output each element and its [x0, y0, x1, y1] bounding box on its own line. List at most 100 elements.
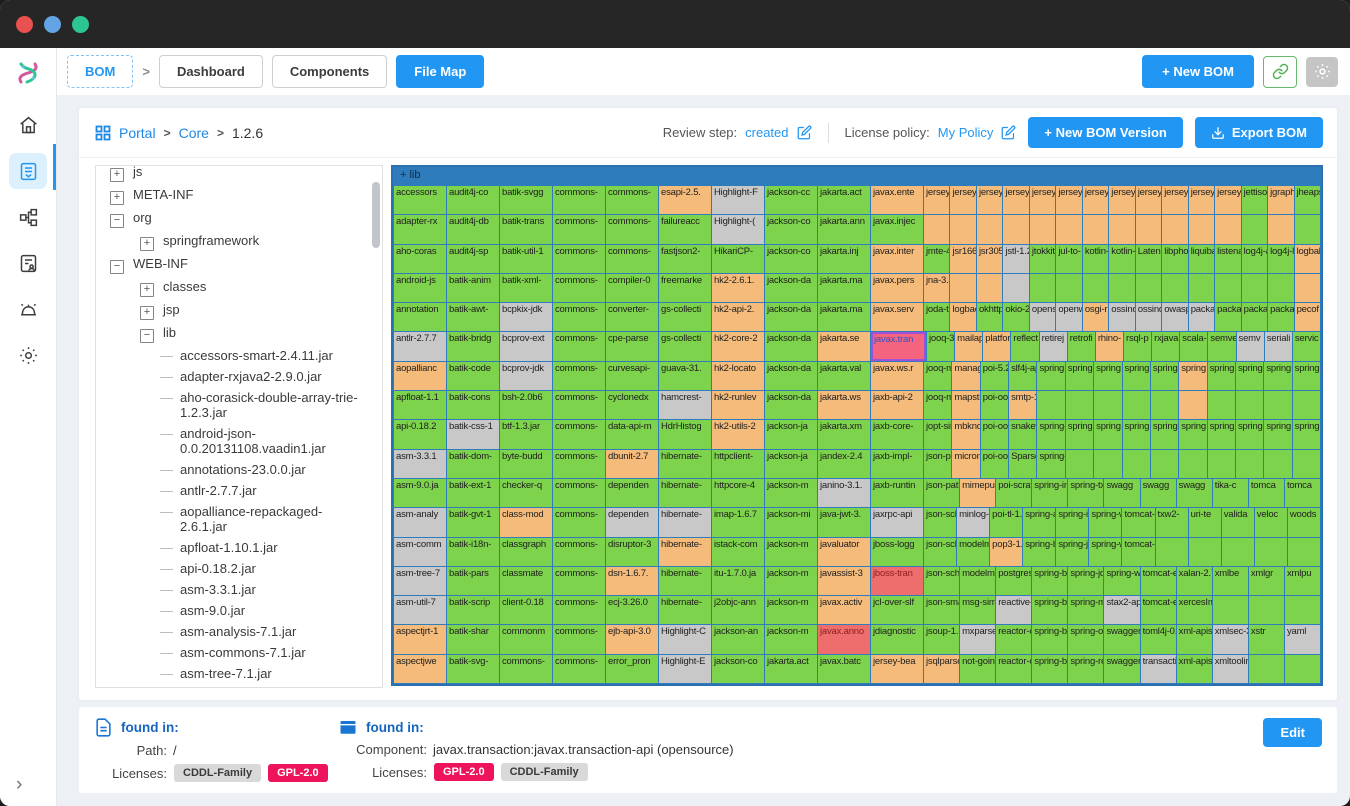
treemap-cell[interactable]: jboss-logg [871, 537, 923, 566]
treemap-cell[interactable]: bcprov-ext [500, 332, 552, 361]
treemap-cell[interactable]: not-going [960, 654, 996, 684]
treemap-cell[interactable] [1235, 391, 1264, 420]
window-minimize-button[interactable] [44, 15, 61, 33]
treemap-cell[interactable]: jaxb-runtin [871, 478, 923, 508]
treemap-cell[interactable]: spring-jcl-5 [1056, 537, 1089, 566]
treemap-cell[interactable]: spring [1235, 420, 1264, 449]
treemap-cell[interactable]: batik-shar [447, 625, 499, 654]
treemap-cell[interactable]: platform-3 [983, 332, 1011, 361]
tree-item-springframework[interactable]: + springframework [96, 230, 368, 253]
treemap-cell[interactable]: jackson-co [765, 215, 817, 244]
treemap-cell[interactable]: spring-bat [1023, 537, 1056, 566]
treemap-cell[interactable] [1037, 391, 1065, 420]
treemap-cell[interactable]: aspectjrt-1 [394, 625, 446, 654]
treemap-cell[interactable]: spring-jdbc [1068, 566, 1104, 596]
treemap-cell[interactable]: joda-time- [924, 303, 950, 332]
treemap-cell[interactable]: audit4j-co [447, 186, 499, 215]
treemap-cell[interactable]: log4j-a [1241, 244, 1268, 273]
tree-expander-plus-icon[interactable]: + [140, 237, 154, 251]
treemap-cell[interactable]: spring [1179, 420, 1207, 449]
treemap-cell[interactable]: hibernate- [659, 508, 711, 537]
treemap-cell[interactable] [1284, 654, 1321, 684]
treemap-cell[interactable]: commons- [553, 391, 605, 420]
treemap-cell[interactable]: jersey [950, 186, 976, 215]
treemap-cell[interactable] [1241, 273, 1268, 303]
treemap-cell[interactable]: jackson-da [765, 273, 817, 303]
treemap-cell[interactable]: jackson-m [765, 596, 817, 625]
treemap-cell[interactable]: jaxrpc-api [871, 508, 923, 537]
treemap-cell[interactable]: jheaps [1294, 186, 1321, 215]
treemap-cell[interactable]: aspectjwe [394, 654, 446, 684]
treemap-cell[interactable] [1122, 449, 1150, 478]
treemap-cell[interactable]: spring [1207, 361, 1235, 391]
treemap-cell[interactable]: tomca [1248, 478, 1284, 508]
treemap-cell[interactable]: spring [1292, 420, 1321, 449]
treemap-cell[interactable] [950, 273, 976, 303]
treemap-cell[interactable] [924, 215, 950, 244]
treemap-cell[interactable]: jackson-da [765, 361, 817, 391]
treemap-cell[interactable]: tomcat-e [1140, 596, 1176, 625]
treemap-cell[interactable]: ossind [1109, 303, 1135, 332]
treemap-cell[interactable] [1284, 596, 1321, 625]
treemap-cell[interactable]: libpho [1162, 244, 1188, 273]
treemap-cell[interactable]: pecof [1294, 303, 1321, 332]
treemap-cell[interactable] [1188, 273, 1215, 303]
treemap-cell[interactable]: spring [1122, 361, 1150, 391]
breadcrumb-portal[interactable]: Portal [119, 124, 156, 141]
treemap-cell[interactable]: batik-css-1 [447, 420, 499, 449]
treemap-cell[interactable]: bcpkix-jdk [500, 303, 552, 332]
treemap-cell[interactable]: adapter-rx [394, 215, 446, 244]
treemap-cell[interactable]: jsqlparser [924, 654, 960, 684]
treemap-cell[interactable] [1003, 273, 1029, 303]
treemap-cell[interactable]: httpcore-4 [712, 478, 764, 508]
treemap-cell[interactable]: commons- [553, 244, 605, 273]
treemap-cell[interactable]: commons- [606, 186, 658, 215]
treemap-cell[interactable]: batik-anim [447, 273, 499, 303]
treemap-cell[interactable]: jakarta.val [818, 361, 870, 391]
treemap-cell[interactable]: postgresq [996, 566, 1032, 596]
treemap-cell[interactable]: batik-ext-1 [447, 478, 499, 508]
treemap-cell[interactable]: HdrHistog [659, 420, 711, 449]
treemap-cell[interactable] [1056, 273, 1082, 303]
treemap-cell[interactable]: modelmap [960, 566, 996, 596]
tree-item-asm-tree-7.1.jar[interactable]: asm-tree-7.1.jar [96, 663, 368, 684]
treemap-cell[interactable]: spring-bat [1032, 566, 1068, 596]
treemap-cell[interactable]: jul-to- [1056, 244, 1082, 273]
treemap-cell[interactable]: jsr305 [976, 244, 1003, 273]
treemap-cell[interactable]: Highlight-F [712, 186, 764, 215]
tree-item-api-0.18.2.jar[interactable]: api-0.18.2.jar [96, 558, 368, 579]
tree-item-lib[interactable]: − lib [96, 322, 368, 345]
treemap-cell[interactable]: managem [952, 361, 980, 391]
treemap-cell[interactable]: batik-util-1 [500, 244, 552, 273]
treemap-cell[interactable]: jackson-m [765, 566, 817, 596]
treemap-cell[interactable]: kotlin- [1109, 244, 1135, 273]
treemap-cell[interactable]: jersey [1056, 186, 1082, 215]
treemap-cell[interactable]: jersey [924, 186, 950, 215]
treemap-cell[interactable]: antlr-2.7.7 [394, 332, 446, 361]
treemap-cell[interactable] [1294, 273, 1321, 303]
treemap-cell[interactable]: hibernate- [659, 449, 711, 478]
sidebar-item-bom[interactable] [9, 153, 47, 189]
treemap-cell[interactable]: log4j-l [1268, 244, 1294, 273]
treemap-cell[interactable]: commons- [606, 244, 658, 273]
treemap-cell[interactable] [1179, 449, 1207, 478]
treemap-cell[interactable]: jopt-simpl [924, 420, 952, 449]
treemap-cell[interactable]: jboss-tran [871, 566, 923, 596]
treemap-cell[interactable]: javax.anno [818, 625, 870, 654]
treemap-cell[interactable]: javax.inter [871, 244, 923, 273]
treemap-cell[interactable]: dsn-1.6.7. [606, 566, 658, 596]
treemap-cell[interactable]: batik-svg- [447, 654, 499, 684]
treemap-cell[interactable]: json-smar [924, 596, 960, 625]
treemap-cell[interactable] [1109, 215, 1135, 244]
treemap-cell[interactable]: annotation [394, 303, 446, 332]
treemap-cell[interactable]: poi-ooxml [980, 391, 1009, 420]
treemap-cell[interactable]: janino-3.1. [818, 478, 870, 508]
treemap-cell[interactable]: commons- [553, 478, 605, 508]
tab-dashboard[interactable]: Dashboard [158, 55, 263, 88]
treemap-cell[interactable] [1188, 215, 1215, 244]
treemap-cell[interactable]: hk2-locato [712, 361, 764, 391]
treemap-cell[interactable]: reactor-co [996, 654, 1032, 684]
treemap-cell[interactable] [1082, 215, 1109, 244]
treemap-cell[interactable]: transactio [1140, 654, 1176, 684]
tree-item-META-INF[interactable]: + META-INF [96, 184, 368, 207]
